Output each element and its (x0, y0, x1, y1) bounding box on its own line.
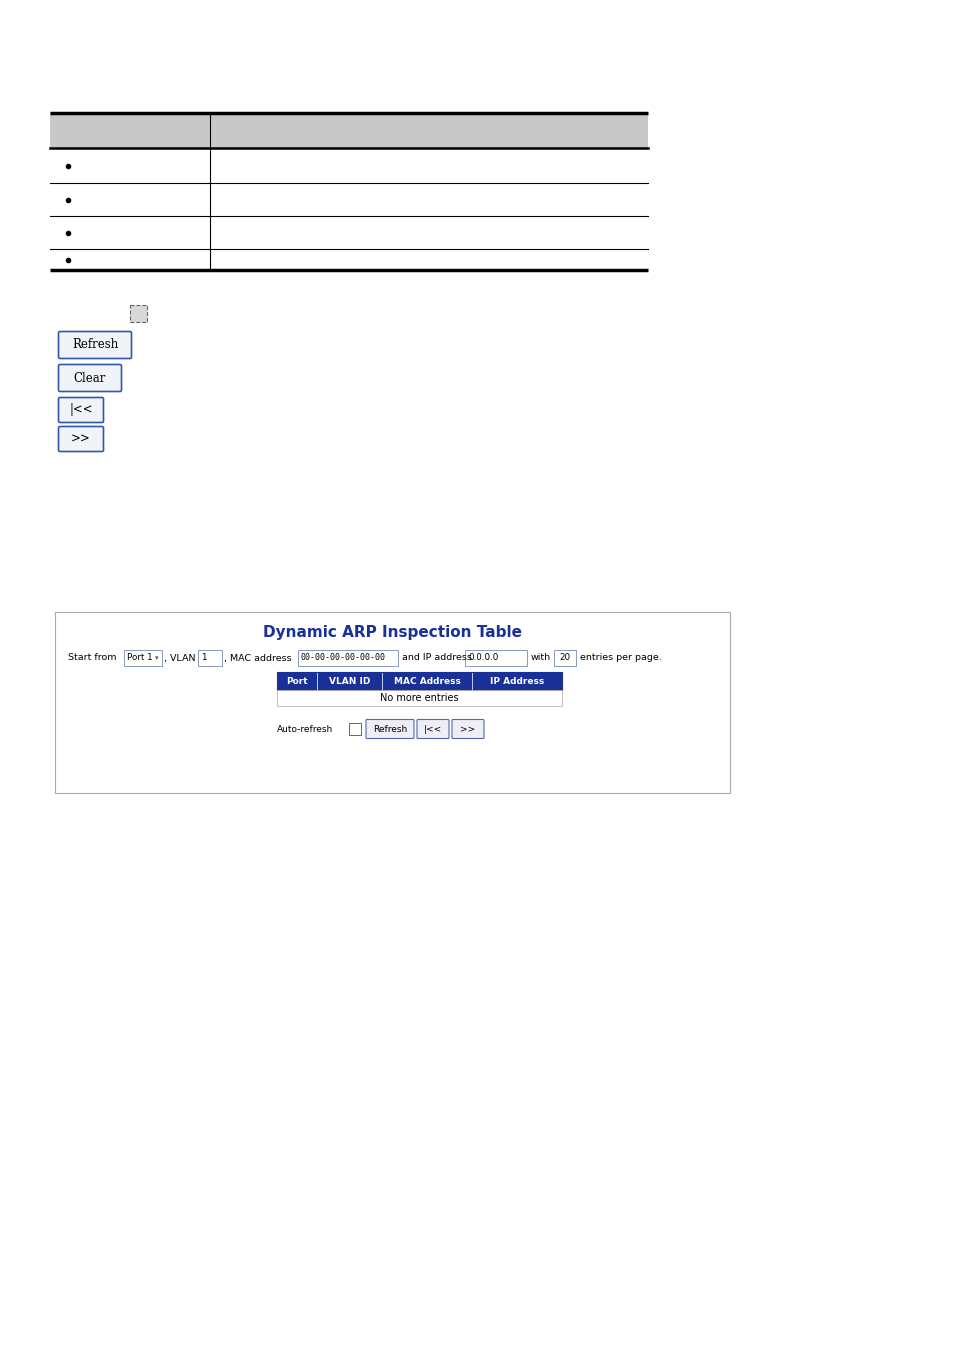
Text: MAC Address: MAC Address (394, 676, 460, 686)
Text: >>: >> (71, 432, 91, 446)
Text: Port: Port (286, 676, 308, 686)
Bar (50, 113, 647, 148)
Text: and IP address: and IP address (401, 653, 472, 663)
FancyBboxPatch shape (58, 427, 103, 451)
Text: 20: 20 (558, 653, 570, 663)
FancyBboxPatch shape (366, 720, 414, 738)
Text: 1: 1 (201, 653, 206, 663)
Text: Auto-refresh: Auto-refresh (276, 725, 333, 733)
Text: VLAN ID: VLAN ID (329, 676, 370, 686)
FancyBboxPatch shape (58, 397, 103, 423)
Text: Clear: Clear (73, 371, 106, 385)
FancyBboxPatch shape (58, 332, 132, 359)
Bar (276, 672, 316, 690)
Bar (276, 672, 561, 690)
Text: 0.0.0.0: 0.0.0.0 (468, 653, 497, 663)
Text: 00-00-00-00-00-00: 00-00-00-00-00-00 (301, 653, 386, 663)
Text: Refresh: Refresh (71, 339, 118, 351)
Text: with: with (531, 653, 551, 663)
Bar (464, 649, 526, 666)
Bar (381, 672, 472, 690)
Bar (276, 690, 561, 706)
Text: |<<: |<< (423, 725, 441, 733)
Text: >>: >> (460, 725, 476, 733)
Text: IP Address: IP Address (489, 676, 543, 686)
Bar (124, 649, 162, 666)
Text: , MAC address: , MAC address (224, 653, 292, 663)
FancyBboxPatch shape (58, 364, 121, 391)
Bar (130, 305, 147, 323)
FancyBboxPatch shape (452, 720, 483, 738)
Bar (55, 612, 729, 792)
Bar (316, 672, 381, 690)
Text: No more entries: No more entries (380, 693, 458, 703)
Bar (349, 724, 360, 734)
Text: |<<: |<< (70, 404, 92, 417)
Bar (297, 649, 397, 666)
Text: Port 1: Port 1 (127, 653, 152, 663)
Text: , VLAN: , VLAN (164, 653, 195, 663)
Bar (554, 649, 576, 666)
Text: entries per page.: entries per page. (579, 653, 661, 663)
FancyBboxPatch shape (416, 720, 449, 738)
Bar (472, 672, 561, 690)
Text: ▾: ▾ (155, 655, 158, 662)
Bar (198, 649, 222, 666)
Text: Refresh: Refresh (373, 725, 407, 733)
Text: Dynamic ARP Inspection Table: Dynamic ARP Inspection Table (263, 625, 521, 640)
Text: Start from: Start from (68, 653, 116, 663)
